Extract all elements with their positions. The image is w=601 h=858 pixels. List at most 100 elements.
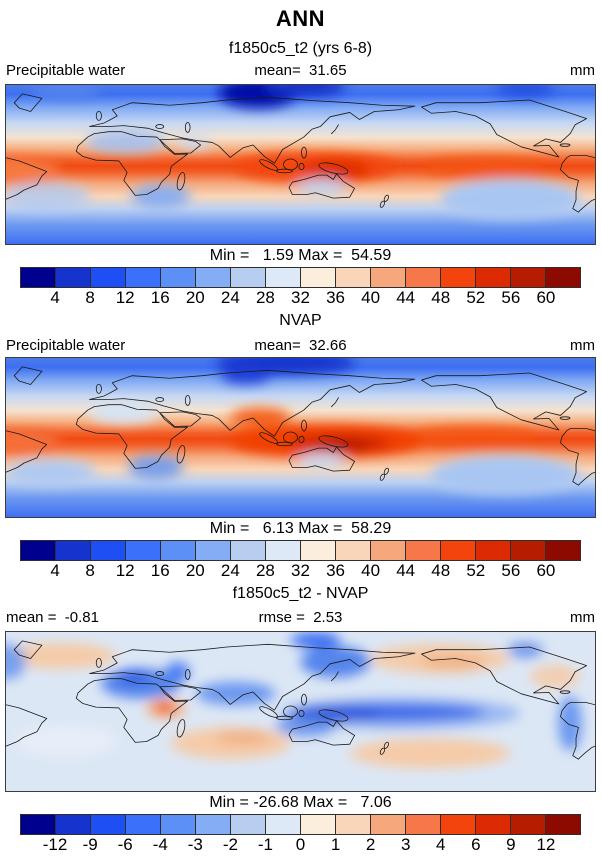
colorbar-tick-label: 9 (506, 835, 516, 854)
panel1-minmax: Min = 1.59 Max = 54.59 (209, 247, 392, 264)
colorbar-tick-label: 24 (220, 561, 240, 580)
colorbar-cell (546, 815, 580, 834)
panel3-mean: mean = -0.81 (6, 609, 99, 626)
colorbar-tick-label: -4 (152, 835, 168, 854)
colorbar-cell (406, 541, 441, 560)
colorbar-diff-cells (20, 814, 581, 835)
map-diff (5, 631, 596, 792)
colorbar-cell (371, 815, 406, 834)
panel2-title: NVAP (279, 312, 322, 329)
panel2-units: mm (570, 337, 595, 354)
colorbar-cell (336, 815, 371, 834)
colorbar-obs-labels: 4 8 12 16 20 24 28 32 36 40 44 48 52 56 60 (20, 561, 581, 580)
colorbar-cell (21, 268, 56, 287)
colorbar-cell (546, 541, 580, 560)
colorbar-cell (56, 815, 91, 834)
colorbar-tick-label: -6 (117, 835, 133, 854)
map-model (5, 84, 596, 245)
colorbar-tick-label: 44 (396, 288, 416, 307)
colorbar-cell (56, 541, 91, 560)
colorbar-cell (56, 268, 91, 287)
colorbar-tick-label: 60 (536, 561, 556, 580)
colorbar-cell (336, 268, 371, 287)
colorbar-cell (441, 815, 476, 834)
colorbar-cell (336, 541, 371, 560)
colorbar-tick-label: 4 (50, 561, 60, 580)
colorbar-tick-label: 12 (115, 288, 135, 307)
colorbar-cell (371, 268, 406, 287)
colorbar-tick-label: 12 (536, 835, 556, 854)
colorbar-tick-label: 32 (291, 288, 310, 307)
colorbar-model-cells (20, 267, 581, 288)
colorbar-cell (546, 268, 580, 287)
colorbar-cell (301, 268, 336, 287)
figure-title: ANN (275, 6, 326, 31)
colorbar-cell (21, 815, 56, 834)
colorbar-cell (371, 541, 406, 560)
colorbar-tick-label: 2 (365, 835, 376, 854)
colorbar-model: 4 8 12 16 20 24 28 32 36 40 44 48 52 56 60 (20, 267, 581, 307)
colorbar-cell (126, 268, 161, 287)
map-obs (5, 357, 596, 518)
colorbar-cell (161, 815, 196, 834)
colorbar-tick-label: 44 (396, 561, 416, 580)
panel2-mean: mean= 32.66 (254, 337, 347, 354)
colorbar-cell (161, 541, 196, 560)
colorbar-cell (301, 815, 336, 834)
colorbar-tick-label: 12 (115, 561, 135, 580)
colorbar-tick-label: 0 (295, 835, 306, 854)
colorbar-tick-label: 1 (330, 835, 341, 854)
colorbar-tick-label: 52 (466, 288, 486, 307)
colorbar-tick-label: 8 (85, 288, 95, 307)
colorbar-tick-label: 36 (326, 561, 346, 580)
panel2-minmax: Min = 6.13 Max = 58.29 (209, 520, 392, 537)
colorbar-tick-label: 4 (436, 835, 446, 854)
colorbar-tick-label: -1 (257, 835, 273, 854)
colorbar-cell (91, 268, 126, 287)
colorbar-cell (441, 268, 476, 287)
colorbar-tick-label: 24 (220, 288, 240, 307)
panel2-header: mean= 32.66 Precipitable water mm (6, 337, 595, 354)
colorbar-cell (196, 815, 231, 834)
colorbar-tick-label: -2 (222, 835, 238, 854)
colorbar-diff: -12 -9 -6 -4 -3 -2 -1 0 1 2 3 4 6 9 12 (20, 814, 581, 854)
colorbar-tick-label: 32 (291, 561, 310, 580)
colorbar-cell (196, 268, 231, 287)
colorbar-tick-label: 28 (255, 561, 275, 580)
colorbar-cell (91, 815, 126, 834)
colorbar-tick-label: 36 (326, 288, 346, 307)
colorbar-tick-label: 3 (400, 835, 411, 854)
colorbar-tick-label: 4 (50, 288, 60, 307)
colorbar-tick-label: 20 (185, 561, 205, 580)
panel3-units: mm (570, 609, 595, 626)
colorbar-tick-label: 8 (85, 561, 95, 580)
colorbar-cell (406, 815, 441, 834)
colorbar-tick-label: 56 (501, 561, 521, 580)
colorbar-cell (126, 815, 161, 834)
colorbar-cell (476, 268, 511, 287)
panel3-title: f1850c5_t2 - NVAP (232, 585, 369, 602)
colorbar-cell (196, 541, 231, 560)
panel1-header: mean= 31.65 Precipitable water mm (6, 62, 595, 79)
panel3-header: rmse = 2.53 mean = -0.81 mm (6, 609, 595, 626)
colorbar-tick-label: 16 (150, 561, 170, 580)
colorbar-cell (126, 541, 161, 560)
colorbar-tick-label: 6 (471, 835, 481, 854)
colorbar-tick-label: 48 (431, 561, 451, 580)
colorbar-tick-label: -9 (82, 835, 98, 854)
colorbar-tick-label: 28 (255, 288, 275, 307)
colorbar-cell (406, 268, 441, 287)
case-subtitle: f1850c5_t2 (yrs 6-8) (228, 40, 373, 57)
colorbar-cell (476, 541, 511, 560)
colorbar-diff-labels: -12 -9 -6 -4 -3 -2 -1 0 1 2 3 4 6 9 12 (20, 835, 581, 854)
colorbar-tick-label: 56 (501, 288, 521, 307)
colorbar-cell (91, 541, 126, 560)
colorbar-tick-label: 52 (466, 561, 486, 580)
colorbar-cell (511, 815, 546, 834)
colorbar-tick-label: 48 (431, 288, 451, 307)
colorbar-model-labels: 4 8 12 16 20 24 28 32 36 40 44 48 52 56 60 (20, 288, 581, 307)
panel3-minmax: Min = -26.68 Max = 7.06 (209, 794, 392, 811)
colorbar-tick-label: -12 (42, 835, 68, 854)
colorbar-cell (266, 268, 301, 287)
